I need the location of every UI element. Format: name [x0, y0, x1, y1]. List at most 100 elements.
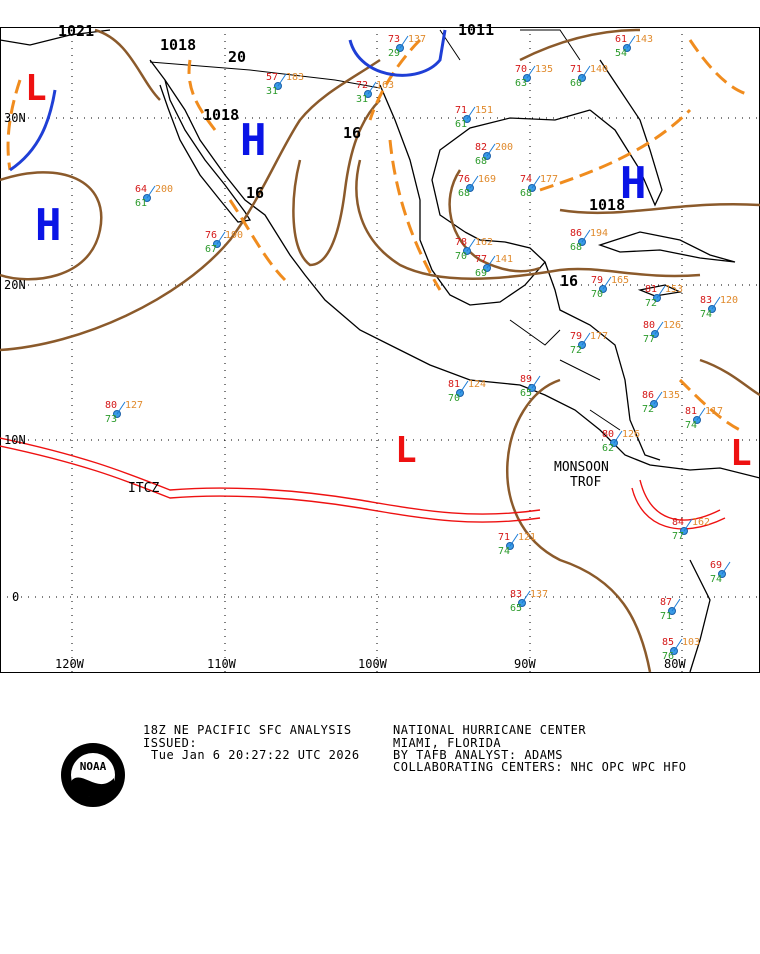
station-dewpoint: 61: [135, 198, 147, 209]
wind-barb: [466, 106, 476, 120]
station-pressure: 194: [590, 228, 608, 239]
wind-barb: [399, 35, 409, 49]
station-pressure: 135: [662, 390, 680, 401]
lon-label: 100W: [358, 657, 388, 671]
cold-front: [348, 29, 447, 77]
station-dewpoint: 73: [105, 414, 117, 425]
wind-barb: [146, 185, 156, 199]
station-temp: 76: [458, 174, 470, 185]
wind-barb: [656, 285, 666, 299]
station-dewpoint: 67: [205, 244, 217, 255]
station-dewpoint: 31: [266, 86, 278, 97]
station-temp: 87: [660, 597, 672, 608]
lon-label: 90W: [514, 657, 536, 671]
collab: COLLABORATING CENTERS: NHC OPC WPC HFO: [393, 760, 687, 774]
station-temp: 76: [205, 230, 217, 241]
station-pressure: 121: [518, 532, 536, 543]
station-dewpoint: 65: [520, 388, 532, 399]
wind-barb: [602, 276, 612, 290]
wind-barb: [466, 238, 476, 252]
station-dewpoint: 70: [591, 289, 603, 300]
station-dewpoint: 68: [458, 188, 470, 199]
station-dewpoint: 65: [510, 603, 522, 614]
wind-barb: [696, 407, 706, 421]
station-pressure: 140: [590, 64, 608, 75]
pressure-center: H: [240, 115, 267, 166]
wind-barb: [521, 590, 531, 604]
lat-label: 20N: [4, 278, 26, 292]
center: NATIONAL HURRICANE CENTER: [393, 723, 587, 737]
pressure-label: 16: [560, 272, 578, 290]
troughs: [6, 38, 751, 432]
station-temp: 71: [570, 64, 582, 75]
lon-label: 110W: [207, 657, 237, 671]
station-temp: 83: [510, 589, 522, 600]
pressure-label: 16: [343, 124, 361, 142]
wind-barb: [526, 65, 536, 79]
lat-label: 0: [12, 590, 19, 604]
station-temp: 81: [685, 406, 697, 417]
logo-text: NOAA: [80, 760, 107, 773]
city: MIAMI, FLORIDA: [393, 736, 502, 750]
wind-barb: [581, 332, 591, 346]
wind-barb: [673, 638, 683, 652]
station-pressure: 126: [663, 320, 681, 331]
pressure-center: L: [25, 68, 47, 109]
isobars: [0, 28, 760, 673]
station-pressure: 177: [540, 174, 558, 185]
station-temp: 71: [455, 105, 467, 116]
station-pressure: 153: [665, 284, 683, 295]
pressure-center: L: [395, 430, 417, 471]
surface-map: 30N 20N 10N 0 120W 110W 100W 90W 80W 1021 1018 20 10…: [0, 21, 760, 673]
station-pressure: 177: [590, 331, 608, 342]
station-dewpoint: 76: [662, 651, 674, 662]
station-temp: 82: [475, 142, 487, 153]
station-dewpoint: 70: [455, 251, 467, 262]
station-dewpoint: 31: [356, 94, 368, 105]
pressure-label: 16: [246, 184, 264, 202]
pressure-label: 1011: [458, 21, 494, 39]
station-temp: 64: [135, 184, 147, 195]
station-temp: 79: [570, 331, 582, 342]
station-dewpoint: 74: [685, 420, 697, 431]
feature-label: MONSOON: [554, 460, 609, 475]
map-frame: [0, 27, 760, 673]
station-temp: 84: [672, 517, 684, 528]
station-dewpoint: 63: [515, 78, 527, 89]
station-temp: 80: [105, 400, 117, 411]
station-temp: 74: [520, 174, 532, 185]
station-temp: 86: [570, 228, 582, 239]
station-dewpoint: 29: [388, 48, 400, 59]
itcz: [0, 437, 726, 530]
wind-barb: [469, 175, 479, 189]
station-dewpoint: 77: [672, 531, 684, 542]
lon-label: 120W: [55, 657, 85, 671]
lat-label: 30N: [4, 111, 26, 125]
station-temp: 69: [710, 560, 722, 571]
station-pressure: 151: [475, 105, 493, 116]
station-pressure: 200: [495, 142, 513, 153]
station-dewpoint: 77: [643, 334, 655, 345]
station-pressure: 120: [720, 295, 738, 306]
pressure-center: H: [35, 200, 62, 251]
station-dewpoint: 68: [520, 188, 532, 199]
station-dewpoint: 74: [710, 574, 722, 585]
station-pressure: 117: [705, 406, 723, 417]
station-temp: 72: [356, 80, 368, 91]
feature-label: ITCZ: [128, 481, 159, 496]
station-dewpoint: 71: [660, 611, 672, 622]
wind-barb: [486, 143, 496, 157]
station-dewpoint: 74: [700, 309, 712, 320]
station-dewpoint: 68: [570, 242, 582, 253]
station-pressure: 143: [635, 34, 653, 45]
wind-barb: [367, 81, 377, 95]
wind-barb: [581, 65, 591, 79]
station-temp: 81: [448, 379, 460, 390]
station-temp: 78: [455, 237, 467, 248]
wind-barb: [711, 296, 721, 310]
wind-barb: [509, 533, 519, 547]
wind-barb: [531, 375, 541, 389]
issued: ISSUED:: [143, 736, 198, 750]
station-dewpoint: 72: [570, 345, 582, 356]
wind-barb: [671, 598, 681, 612]
